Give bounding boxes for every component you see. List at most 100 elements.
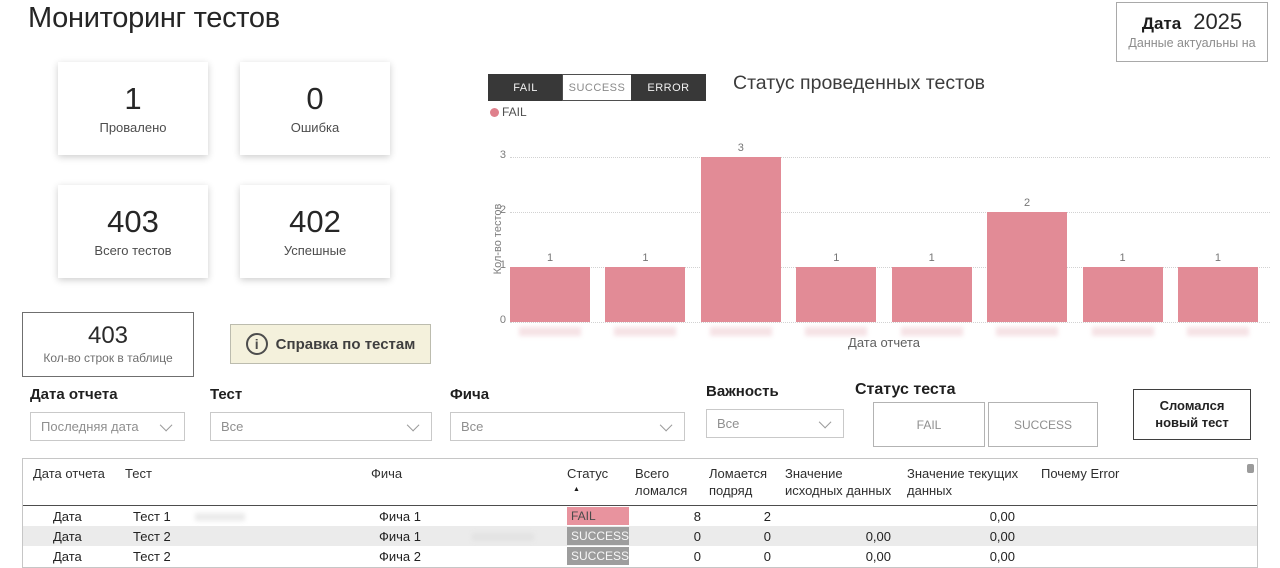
filter-label-report-date: Дата отчета [30,386,118,403]
table-cell: Дата [53,528,82,544]
column-header[interactable]: Тест [125,466,152,481]
status-badge: SUCCESS [567,547,629,565]
kpi-card-failed: 1 Провалено [58,62,208,155]
error-toggle-button[interactable]: ERROR [631,74,706,101]
gridline [510,267,1270,268]
table-row[interactable]: Дата Тест 2 Фича 2 SUCCESS 0 0 0,00 0,00 [23,546,1257,566]
kpi-label: Всего тестов [94,242,172,258]
table-cell: Дата [53,548,82,564]
legend-dot-icon [490,107,499,117]
kpi-card-error: 0 Ошибка [240,62,390,155]
status-filter-success-button[interactable]: SUCCESS [988,402,1098,447]
bar-fill [510,267,590,322]
blurred-region [195,513,245,521]
chart-legend: FAIL [490,105,527,119]
date-card-label: Дата [1141,14,1182,33]
table-cell: 2 [763,508,771,524]
status-filter-fail-button[interactable]: FAIL [873,402,985,447]
bar-value-label: 1 [1214,252,1222,264]
kpi-label: Провалено [99,119,167,135]
bar[interactable]: 1 [796,252,877,336]
blurred-x-tick [996,327,1059,336]
kpi-value: 0 [306,80,324,116]
date-card: Дата 2025 Данные актуальны на [1116,2,1268,62]
test-dropdown[interactable]: Все [210,412,432,441]
column-header[interactable]: Дата отчета [33,466,105,481]
table-cell: 0,00 [989,548,1015,564]
gridline [510,212,1270,213]
y-tick-label: 0 [499,314,506,326]
bar[interactable]: 1 [510,252,590,336]
bars: 1 1 3 1 1 2 1 1 [510,72,1258,336]
chart-status-toggle: FAIL SUCCESS ERROR [488,74,706,101]
kpi-value: 402 [289,203,341,239]
blurred-x-tick [805,327,868,336]
kpi-label: Успешные [283,242,347,258]
table-cell: Фича 2 [379,548,421,564]
bar[interactable]: 2 [987,197,1068,336]
filter-label-feature: Фича [450,386,490,403]
gridline [510,157,1270,158]
table-cell: 8 [693,508,701,524]
table-scrollbar[interactable] [1247,464,1254,473]
table-cell: Фича 1 [379,508,421,524]
bar-value-label: 1 [833,252,840,264]
plot-area: Кол-во тестов 1 1 3 1 1 2 1 1 Дата отчета 0 1 2 3 [488,72,1270,372]
legend-label: FAIL [502,105,527,119]
y-tick-label: 1 [499,259,506,271]
row-count-value: 403 [87,322,129,349]
help-button[interactable]: i Справка по тестам [230,324,431,364]
blurred-x-tick [519,327,581,336]
bar-value-label: 1 [546,252,554,264]
blurred-x-tick [614,327,677,336]
column-header[interactable]: Почему Error [1041,466,1120,481]
blurred-x-tick [1091,327,1154,336]
blurred-x-tick [1186,327,1249,336]
chevron-down-icon [659,418,673,432]
table-cell: 0 [763,528,771,544]
bar[interactable]: 1 [1177,252,1258,336]
broke-new-test-button[interactable]: Сломался новый тест [1133,389,1251,440]
kpi-value: 403 [107,203,159,239]
column-header[interactable]: Значение исходных данных [785,466,892,498]
bar-fill [1082,267,1163,322]
column-header[interactable]: Статус ▲ [567,466,635,493]
column-header[interactable]: Фича [371,466,403,481]
row-count-card: 403 Кол-во строк в таблице [22,312,194,377]
chart-title: Статус проведенных тестов [733,72,986,94]
date-card-subtitle: Данные актуальны на [1128,36,1256,50]
table-cell: Дата [53,508,82,524]
table-row[interactable]: Дата Тест 2 Фича 1 SUCCESS 0 0 0,00 0,00 [23,526,1257,546]
column-header[interactable]: Значение текущих данных [907,466,1019,498]
fail-toggle-button[interactable]: FAIL [488,74,563,101]
feature-dropdown-value: Все [461,419,484,434]
filter-label-test: Тест [210,386,243,403]
date-card-value: 2025 [1193,9,1243,34]
table-cell: SUCCESS [567,527,635,545]
importance-dropdown[interactable]: Все [706,409,844,438]
bar[interactable]: 3 [700,142,781,336]
feature-dropdown[interactable]: Все [450,412,685,441]
success-toggle-button[interactable]: SUCCESS [562,74,632,101]
row-count-label: Кол-во строк в таблице [43,351,173,365]
kpi-value: 1 [124,80,142,116]
bar[interactable]: 1 [605,252,686,336]
bar-value-label: 1 [928,252,935,264]
column-header[interactable]: Ломается подряд [709,466,768,498]
table-cell: 0,00 [865,528,891,544]
bar[interactable]: 1 [1082,252,1163,336]
status-badge: SUCCESS [567,527,629,545]
table-header: Дата отчета Тест Фича Статус ▲ Всего ломался Л… [23,459,1257,506]
bar[interactable]: 1 [891,252,972,336]
table-cell: 0,00 [989,528,1015,544]
table-cell: 0 [763,548,771,564]
chevron-down-icon [406,418,420,432]
report-date-dropdown[interactable]: Последняя дата [30,412,185,441]
column-header[interactable]: Всего ломался [635,466,688,498]
table-row[interactable]: Дата Тест 1 Фича 1 FAIL 8 2 0,00 [23,506,1257,526]
chevron-down-icon [818,415,832,429]
blurred-region [472,533,534,541]
filter-label-importance: Важность [706,383,779,400]
importance-dropdown-value: Все [717,416,740,431]
y-axis-title: Кол-во тестов [492,203,504,275]
